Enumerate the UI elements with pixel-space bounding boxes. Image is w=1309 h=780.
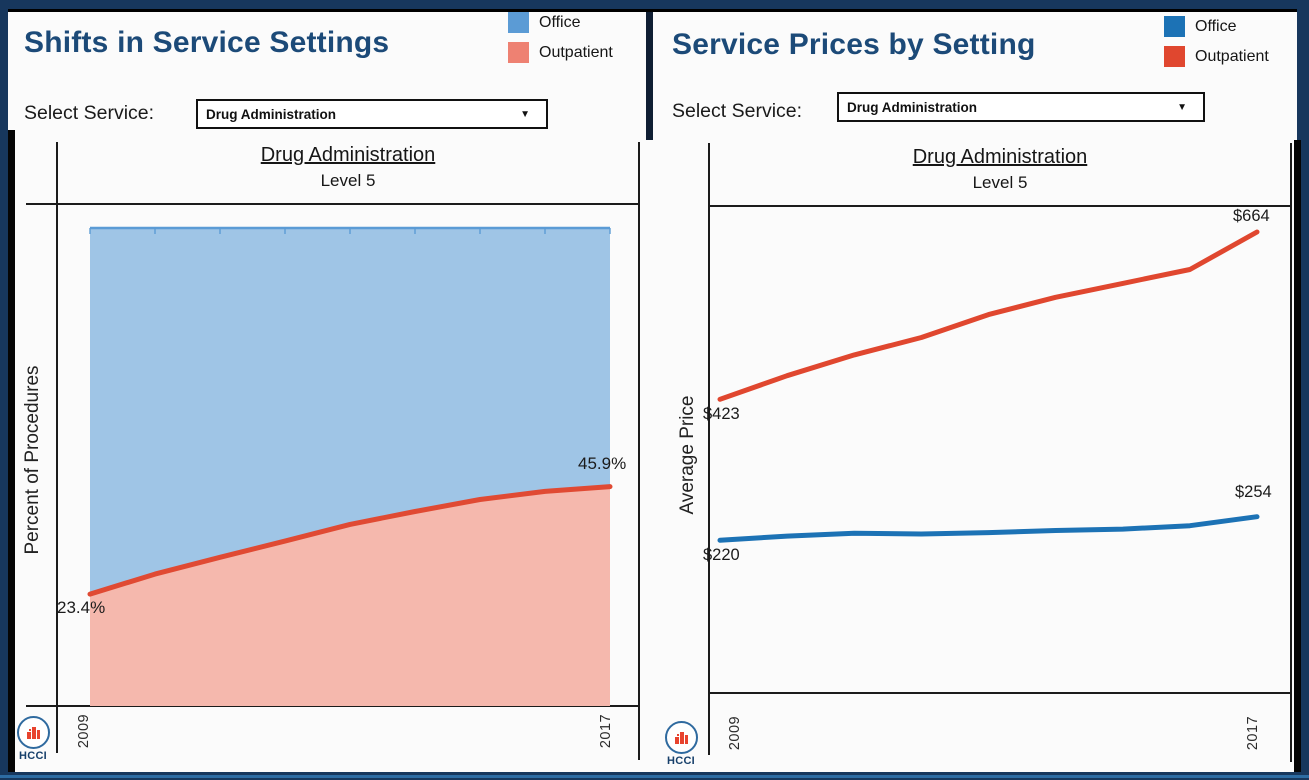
chart-title: Drug Administration xyxy=(260,144,436,166)
legend-prices: Office Outpatient xyxy=(1164,16,1269,67)
legend-row-office: Office xyxy=(1164,16,1269,37)
office-swatch-icon xyxy=(1164,16,1185,37)
service-dropdown-value: Drug Administration xyxy=(206,106,336,122)
chart-title: Drug Administration xyxy=(912,146,1088,168)
select-service-label: Select Service: xyxy=(24,102,155,124)
right-edge-strip xyxy=(1294,140,1301,772)
hcci-logo-icon xyxy=(16,716,50,749)
left-edge-strip xyxy=(8,130,15,772)
panel-divider xyxy=(646,12,653,140)
outpatient-swatch-icon xyxy=(508,42,529,63)
legend-row-outpatient: Outpatient xyxy=(1164,46,1269,67)
annotation-end-pct: 45.9% xyxy=(578,454,627,473)
y-axis-label: Percent of Procedures xyxy=(22,365,43,555)
shifts-area-chart[interactable] xyxy=(58,204,640,706)
bottom-accent-line xyxy=(0,775,1309,778)
hcci-logo: HCCI xyxy=(16,716,50,762)
hcci-logo-text: HCCI xyxy=(666,755,696,767)
legend-label-office: Office xyxy=(1195,17,1237,35)
x-tick-2017: 2017 xyxy=(1245,715,1261,751)
service-dropdown[interactable]: Drug Administration ▼ xyxy=(837,92,1205,122)
page-title-prices: Service Prices by Setting xyxy=(672,28,1036,61)
outpatient-swatch-icon xyxy=(1164,46,1185,67)
chevron-down-icon: ▼ xyxy=(520,108,530,120)
select-service-label: Select Service: xyxy=(672,100,803,122)
legend-label-office: Office xyxy=(539,13,581,31)
plot-border-right xyxy=(638,142,640,760)
x-tick-2009: 2009 xyxy=(727,715,743,751)
annotation-office-end: $254 xyxy=(1235,483,1272,501)
legend-shifts: Office Outpatient xyxy=(508,12,613,63)
x-axis-line xyxy=(26,705,640,707)
hcci-logo-text: HCCI xyxy=(18,750,48,762)
plot-border-left xyxy=(56,142,58,753)
annotation-outpatient-start: $423 xyxy=(703,405,740,423)
legend-label-outpatient: Outpatient xyxy=(539,43,613,61)
x-tick-2009: 2009 xyxy=(76,713,92,749)
x-axis-line xyxy=(709,692,1292,694)
top-edge-line xyxy=(8,9,1297,12)
chart-header: Drug Administration Level 5 xyxy=(58,144,638,191)
annotation-office-start: $220 xyxy=(703,546,740,564)
prices-line-chart[interactable] xyxy=(709,207,1292,693)
chevron-down-icon: ▼ xyxy=(1177,101,1187,113)
chart-subtitle: Level 5 xyxy=(320,171,376,190)
chart-header: Drug Administration Level 5 xyxy=(710,146,1290,193)
x-tick-2017: 2017 xyxy=(598,713,614,749)
office-swatch-icon xyxy=(508,12,529,33)
annotation-start-pct: 23.4% xyxy=(57,598,106,617)
hcci-logo-icon xyxy=(664,721,698,754)
title-separator-line xyxy=(26,203,640,205)
hcci-logo: HCCI xyxy=(664,721,698,767)
service-dropdown[interactable]: Drug Administration ▼ xyxy=(196,99,548,129)
legend-row-office: Office xyxy=(508,12,613,33)
title-separator-line xyxy=(709,205,1292,207)
plot-border-left xyxy=(708,143,710,755)
service-dropdown-value: Drug Administration xyxy=(847,99,977,115)
page-title-shifts: Shifts in Service Settings xyxy=(24,26,390,59)
annotation-outpatient-end: $664 xyxy=(1233,207,1270,225)
y-axis-label: Average Price xyxy=(677,395,698,515)
legend-label-outpatient: Outpatient xyxy=(1195,47,1269,65)
chart-subtitle: Level 5 xyxy=(972,173,1028,192)
legend-row-outpatient: Outpatient xyxy=(508,42,613,63)
plot-border-right xyxy=(1290,143,1292,762)
